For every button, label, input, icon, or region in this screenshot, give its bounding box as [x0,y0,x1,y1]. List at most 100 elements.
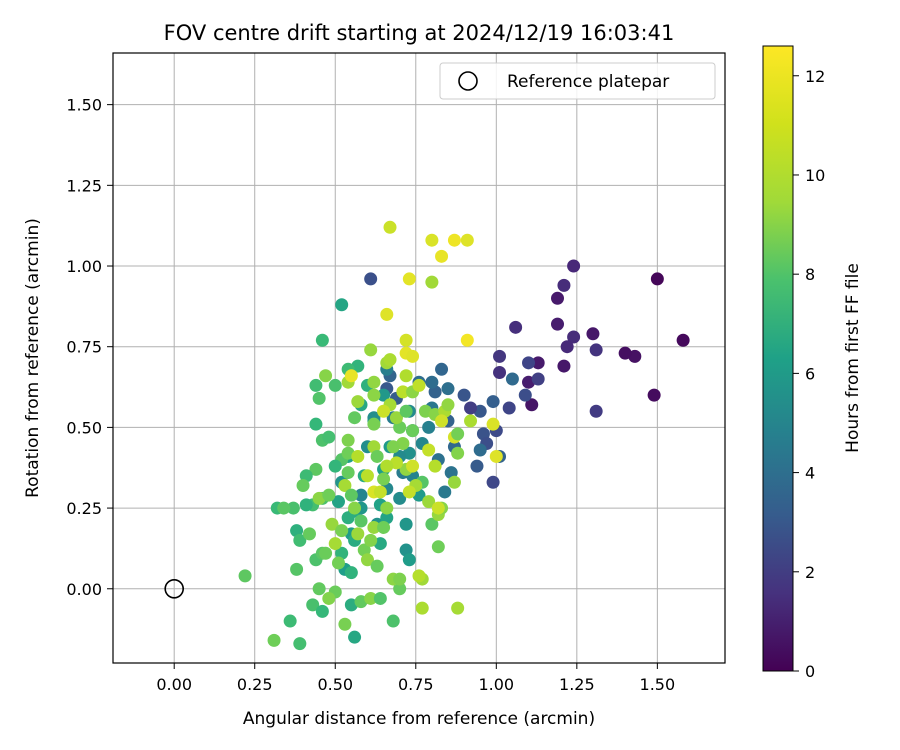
data-point [412,378,426,392]
colorbar [762,45,794,672]
data-point [447,233,461,247]
x-tick-label: 0.00 [156,675,192,694]
data-point [319,546,333,560]
data-point [238,569,252,583]
data-point [431,501,445,515]
data-point [522,356,536,370]
data-point [283,614,297,628]
data-point [460,333,474,347]
data-point [341,466,355,480]
colorbar-tick-label: 12 [805,67,825,86]
data-point [354,514,368,528]
legend-box [439,62,716,100]
data-point [406,349,420,363]
data-point [373,591,387,605]
data-point [415,601,429,615]
data-point [377,520,391,534]
data-point [560,340,574,354]
data-point [586,327,600,341]
data-point [267,633,281,647]
data-point [473,443,487,457]
x-tick-label: 1.00 [478,675,514,694]
data-point [344,488,358,502]
data-point [447,475,461,489]
data-point [344,566,358,580]
data-point [402,272,416,286]
data-point [451,601,465,615]
data-point [557,278,571,292]
data-point [351,395,365,409]
data-point [399,404,413,418]
data-point [647,388,661,402]
data-point [389,411,403,425]
data-point [425,275,439,289]
data-point [431,540,445,554]
data-point [331,556,345,570]
data-point [435,414,449,428]
colorbar-tick-label: 2 [805,563,815,582]
data-point [331,495,345,509]
data-point [335,524,349,538]
data-point [377,388,391,402]
colorbar-ticks: 0 2 4 6 8 10 12 [793,67,825,681]
data-point [322,591,336,605]
data-point [348,411,362,425]
colorbar-tick-label: 6 [805,364,815,383]
data-point [309,462,323,476]
legend: Reference platepar [439,62,716,100]
data-point [518,388,532,402]
data-point [676,333,690,347]
data-point [277,501,291,515]
data-point [383,220,397,234]
data-point [338,617,352,631]
x-tick-label: 1.50 [640,675,676,694]
data-point [509,320,523,334]
data-point [422,495,436,509]
data-point [650,272,664,286]
data-point [406,459,420,473]
y-tick-label: 0.25 [66,499,102,518]
data-point [367,375,381,389]
data-point [412,569,426,583]
data-point [451,446,465,460]
data-point [364,343,378,357]
data-point [309,378,323,392]
data-point [470,459,484,473]
x-axis-ticks: 0.00 0.25 0.50 0.75 1.00 1.25 1.50 [156,663,675,694]
data-point [422,420,436,434]
data-point [406,424,420,438]
legend-reference-marker [458,71,478,91]
data-point [351,527,365,541]
data-point [567,259,581,273]
data-point [293,637,307,651]
y-tick-label: 0.00 [66,580,102,599]
data-point [373,485,387,499]
data-point [451,427,465,441]
data-point [438,485,452,499]
data-point [399,369,413,383]
data-point [486,417,500,431]
data-point [489,449,503,463]
y-tick-label: 0.50 [66,418,102,437]
data-point [370,449,384,463]
data-point [493,366,507,380]
colorbar-tick-label: 10 [805,166,825,185]
data-point [309,417,323,431]
data-point [589,404,603,418]
data-point [386,614,400,628]
data-point [618,346,632,360]
data-point [393,572,407,586]
data-point [328,378,342,392]
data-point [338,478,352,492]
data-point [402,485,416,499]
data-point [464,401,478,415]
legend-label: Reference platepar [507,72,669,92]
data-point [435,362,449,376]
y-tick-label: 0.75 [66,338,102,357]
data-point [344,369,358,383]
data-point [551,317,565,331]
data-point [296,478,310,492]
data-point [377,472,391,486]
data-point [377,404,391,418]
data-point [328,537,342,551]
